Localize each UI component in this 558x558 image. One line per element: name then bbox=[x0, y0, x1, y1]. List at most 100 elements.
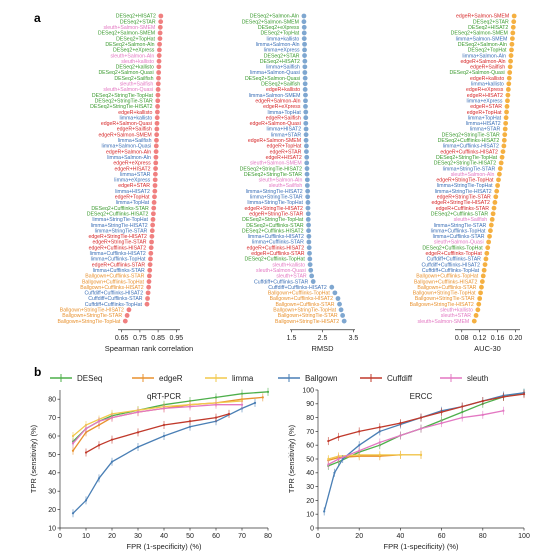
method-label: edgeR+eXpress bbox=[466, 87, 504, 93]
y-tick-label: 30 bbox=[48, 489, 56, 496]
data-point bbox=[303, 98, 308, 104]
series-line bbox=[328, 454, 421, 460]
series-limma bbox=[327, 450, 423, 463]
method-label: DESeq2+Sailfish bbox=[261, 82, 300, 88]
data-point bbox=[146, 279, 152, 284]
data-point bbox=[150, 211, 156, 217]
data-point bbox=[486, 239, 492, 245]
data-point bbox=[97, 444, 101, 447]
data-point bbox=[440, 410, 443, 414]
legend-label: edgeR bbox=[159, 374, 183, 383]
data-point bbox=[302, 70, 308, 75]
data-point bbox=[489, 217, 495, 222]
method-label: edgeR+Salmon-Quasi bbox=[101, 121, 152, 127]
method-label: limma+Sailfish bbox=[118, 138, 152, 144]
method-label: limma+StringTie-STAR bbox=[95, 228, 148, 234]
method-label: Cuffdiff+Cufflinks-HISAT2 bbox=[268, 285, 327, 291]
method-label: edgeR+HISAT2 bbox=[266, 155, 302, 161]
data-point bbox=[156, 64, 162, 70]
x-tick-label: 1.5 bbox=[287, 335, 297, 342]
chart-legend: DESeq edgeR limma Ballgown Cuffdiff sleuth bbox=[50, 374, 488, 383]
data-point bbox=[124, 313, 130, 318]
data-point bbox=[214, 403, 218, 406]
x-tick-label: 0.20 bbox=[509, 335, 523, 342]
data-point bbox=[498, 160, 504, 166]
data-point bbox=[341, 318, 347, 324]
data-point bbox=[253, 401, 257, 404]
data-point bbox=[136, 445, 140, 449]
data-point bbox=[84, 427, 88, 430]
dot-plot-1: DESeq2+HISAT2DESeq2+STARsleuth+Salmon-SM… bbox=[57, 13, 193, 353]
method-label: edgeR+TopHat bbox=[467, 110, 502, 116]
method-label: edgeR+TopHat bbox=[267, 144, 302, 150]
series-cuffdiff bbox=[84, 409, 231, 457]
method-label: edgeR+Sailfish bbox=[117, 127, 152, 133]
series-ballgown bbox=[323, 388, 526, 516]
method-label: Ballgown+Cufflinks-HISAT2 bbox=[270, 296, 333, 302]
data-point bbox=[147, 267, 153, 273]
data-point bbox=[484, 250, 490, 256]
series-sleuth bbox=[71, 400, 244, 448]
method-label: DESeq2+Salmon-Quasi bbox=[245, 76, 300, 82]
x-tick-label: 0.12 bbox=[473, 335, 487, 342]
data-point bbox=[148, 250, 154, 256]
data-point bbox=[491, 205, 497, 211]
data-point bbox=[146, 284, 152, 290]
method-label: DESeq2+eXpress bbox=[113, 48, 155, 54]
x-tick-label: 3.5 bbox=[349, 335, 359, 342]
data-point bbox=[399, 453, 402, 456]
method-label: edgeR+StringTie-HISAT2 bbox=[245, 206, 303, 212]
method-label: limma+StringTie-TopHat bbox=[247, 200, 303, 206]
data-point bbox=[507, 64, 513, 70]
x-axis-title: FPR (1-specificity) (%) bbox=[383, 542, 459, 551]
data-point bbox=[461, 410, 464, 414]
y-tick-label: 100 bbox=[302, 387, 314, 394]
data-point bbox=[110, 438, 114, 441]
x-tick-label: 0.75 bbox=[133, 335, 147, 342]
method-label: edgeR+STAR bbox=[118, 183, 150, 189]
method-label: limma+TopHat bbox=[468, 115, 502, 121]
method-label: DESeq2+Salmon-Aln bbox=[458, 42, 507, 48]
method-label: limma+StringTie-HISAT2 bbox=[246, 189, 303, 195]
data-point bbox=[304, 177, 310, 183]
y-axis-title: TPR (sensitivity) (%) bbox=[287, 424, 296, 493]
method-label: edgeR+Cufflinks-STAR bbox=[92, 262, 146, 268]
data-point bbox=[71, 442, 75, 445]
method-label: limma+TopHat bbox=[116, 200, 150, 206]
data-point bbox=[149, 233, 155, 239]
method-label: limma+Salmon-Quasi bbox=[250, 70, 300, 76]
data-point bbox=[506, 81, 512, 87]
y-tick-label: 50 bbox=[306, 456, 314, 463]
legend-label: DESeq bbox=[77, 374, 102, 383]
y-axis-title: TPR (sensitivity) (%) bbox=[29, 424, 38, 493]
method-label: edgeR+Salmon-Aln bbox=[460, 59, 505, 65]
data-point bbox=[304, 183, 310, 188]
method-label: sleuth+STAR bbox=[441, 313, 472, 319]
data-point bbox=[303, 92, 308, 98]
data-point bbox=[508, 53, 514, 58]
data-point bbox=[480, 273, 486, 279]
method-label: edgeR+Cufflinks-HISAT2 bbox=[247, 245, 305, 251]
data-point bbox=[510, 30, 516, 36]
data-point bbox=[378, 426, 381, 429]
data-point bbox=[341, 457, 344, 461]
data-point bbox=[306, 233, 312, 239]
data-point bbox=[188, 420, 192, 423]
series-line bbox=[72, 404, 242, 444]
method-label: limma+HISAT2 bbox=[466, 121, 501, 127]
method-label: limma+StringTie-HISAT2 bbox=[91, 223, 148, 229]
method-label: limma+Cufflinks-HISAT2 bbox=[248, 234, 304, 240]
x-tick-label: 50 bbox=[186, 533, 194, 540]
data-point bbox=[337, 435, 340, 439]
data-point bbox=[307, 262, 313, 267]
data-point bbox=[154, 120, 160, 126]
data-point bbox=[126, 307, 132, 313]
method-label: Ballgown+StringTie-HISAT2 bbox=[60, 308, 124, 314]
method-label: edgeR+Cufflinks-STAR bbox=[436, 206, 490, 212]
data-point bbox=[507, 70, 513, 75]
data-point bbox=[440, 422, 443, 425]
data-point bbox=[335, 296, 341, 301]
data-point bbox=[152, 194, 157, 200]
data-point bbox=[154, 109, 160, 115]
data-point bbox=[301, 13, 307, 19]
